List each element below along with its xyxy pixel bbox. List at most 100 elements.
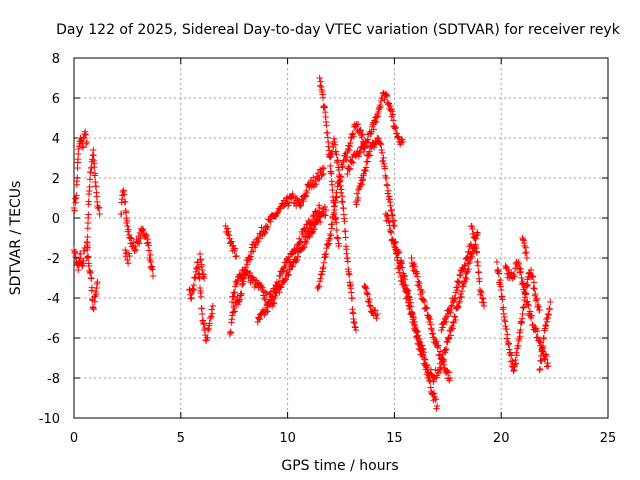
- sat-track-o-point: [324, 241, 332, 249]
- sat-track-p-point: [336, 176, 344, 184]
- sat-track-i-point: [200, 271, 207, 278]
- sat-track-q-point: [383, 92, 391, 100]
- sat-track-q-point: [391, 125, 399, 132]
- y-tick-label: 0: [52, 212, 60, 227]
- sat-track-k-point: [261, 295, 268, 302]
- sat-track-j-point: [297, 202, 304, 210]
- sat-track-p-point: [351, 323, 359, 331]
- sat-track-d-point: [87, 268, 94, 276]
- sat-track-v-point: [425, 314, 432, 322]
- sat-track-y-point: [530, 279, 538, 286]
- sat-track-x-point: [480, 299, 487, 306]
- sat-track-t-point: [387, 228, 394, 235]
- sat-track-v-point: [435, 342, 442, 349]
- sat-track-u-point: [442, 346, 449, 354]
- sat-track-o-point: [319, 268, 326, 275]
- sat-track-r-point: [383, 174, 390, 182]
- sat-track-v-point: [440, 358, 447, 365]
- sat-track-k-point: [314, 210, 321, 217]
- sat-track-h-point: [206, 320, 213, 327]
- sat-track-u-point: [405, 287, 412, 295]
- sat-track-u-point: [402, 282, 409, 289]
- sat-track-c-point: [91, 170, 99, 177]
- sat-track-e-point: [134, 238, 142, 246]
- sat-track-r-point: [362, 164, 370, 171]
- sat-track-g-point: [149, 266, 156, 273]
- sat-track-aa-point: [519, 234, 526, 242]
- sat-track-c-point: [96, 210, 103, 218]
- sat-track-z-point: [528, 312, 535, 319]
- sat-track-l-point: [303, 239, 310, 247]
- sat-track-z-point: [532, 325, 540, 332]
- sat-track-d-point: [86, 269, 94, 277]
- sat-track-i-point: [197, 256, 205, 264]
- sat-track-aa-point: [523, 249, 530, 256]
- sat-track-u-point: [413, 328, 421, 336]
- sat-track-e-point: [147, 258, 155, 266]
- sat-track-r-point: [377, 140, 384, 147]
- sat-track-t-point: [384, 212, 391, 219]
- sat-track-a-point: [77, 138, 85, 145]
- sat-track-l-point: [289, 263, 296, 270]
- sat-track-j-point: [282, 195, 290, 202]
- sat-track-p-point: [338, 186, 345, 193]
- sat-track-z-point: [510, 270, 518, 278]
- sat-track-z-point: [518, 274, 525, 282]
- sat-track-u-point: [392, 238, 399, 246]
- sat-track-aa-point: [522, 249, 529, 257]
- sat-track-v-point: [419, 288, 426, 296]
- sat-track-j-point: [302, 193, 310, 200]
- sat-track-d-point: [88, 275, 95, 282]
- sat-track-r-point: [388, 206, 395, 214]
- sat-track-j-point: [318, 171, 326, 179]
- sat-track-q-point: [394, 134, 402, 141]
- y-tick-label: -8: [47, 372, 60, 387]
- sat-track-k-point: [259, 284, 266, 291]
- sat-track-q-point: [392, 124, 399, 131]
- sat-track-o-point: [317, 271, 325, 278]
- sat-track-r-point: [359, 177, 366, 184]
- sat-track-i-point: [198, 261, 205, 268]
- sat-track-y-point: [503, 325, 510, 333]
- sat-track-j-point: [320, 170, 327, 178]
- sat-track-q-point: [344, 170, 351, 178]
- sat-track-f-point: [124, 256, 131, 264]
- sat-track-u-point: [463, 269, 471, 276]
- sat-track-s-point: [371, 307, 379, 314]
- sat-track-q-point: [390, 117, 397, 124]
- sat-track-j-point: [230, 308, 237, 316]
- sat-track-f-point: [124, 260, 132, 267]
- sat-track-q-point: [346, 166, 353, 173]
- sat-track-q-point: [377, 103, 384, 111]
- sat-track-m-point: [231, 245, 239, 252]
- sat-track-q-point: [377, 97, 385, 105]
- sat-track-u-point: [418, 347, 426, 355]
- sat-track-d-point: [90, 304, 97, 312]
- sat-track-l-point: [316, 218, 324, 226]
- sat-track-j-point: [285, 199, 293, 206]
- sat-track-r-point: [358, 181, 366, 188]
- sat-track-u-point: [454, 303, 461, 311]
- sat-track-o-point: [346, 146, 353, 154]
- sat-track-n-point: [327, 162, 334, 170]
- sat-track-l-point: [268, 296, 275, 303]
- sat-track-ab-point: [540, 334, 548, 342]
- sat-track-p-point: [348, 295, 356, 302]
- sat-track-p-point: [342, 234, 349, 241]
- sat-track-j-point: [263, 222, 270, 230]
- sat-track-z-point: [517, 268, 525, 276]
- y-tick-label: -4: [47, 292, 60, 307]
- sat-track-k-point: [237, 274, 245, 282]
- sat-track-z-point: [517, 265, 524, 273]
- sat-track-w-point: [453, 286, 461, 294]
- sat-track-u-point: [416, 340, 423, 348]
- sat-track-l-point: [311, 226, 318, 233]
- sat-track-q-point: [346, 165, 354, 172]
- sat-track-v-point: [428, 326, 435, 334]
- sat-track-u-point: [395, 248, 403, 256]
- sat-track-u-point: [401, 275, 409, 283]
- sat-track-u-point: [473, 229, 481, 236]
- sat-track-n-point: [329, 186, 336, 194]
- sat-track-w-point: [442, 314, 449, 322]
